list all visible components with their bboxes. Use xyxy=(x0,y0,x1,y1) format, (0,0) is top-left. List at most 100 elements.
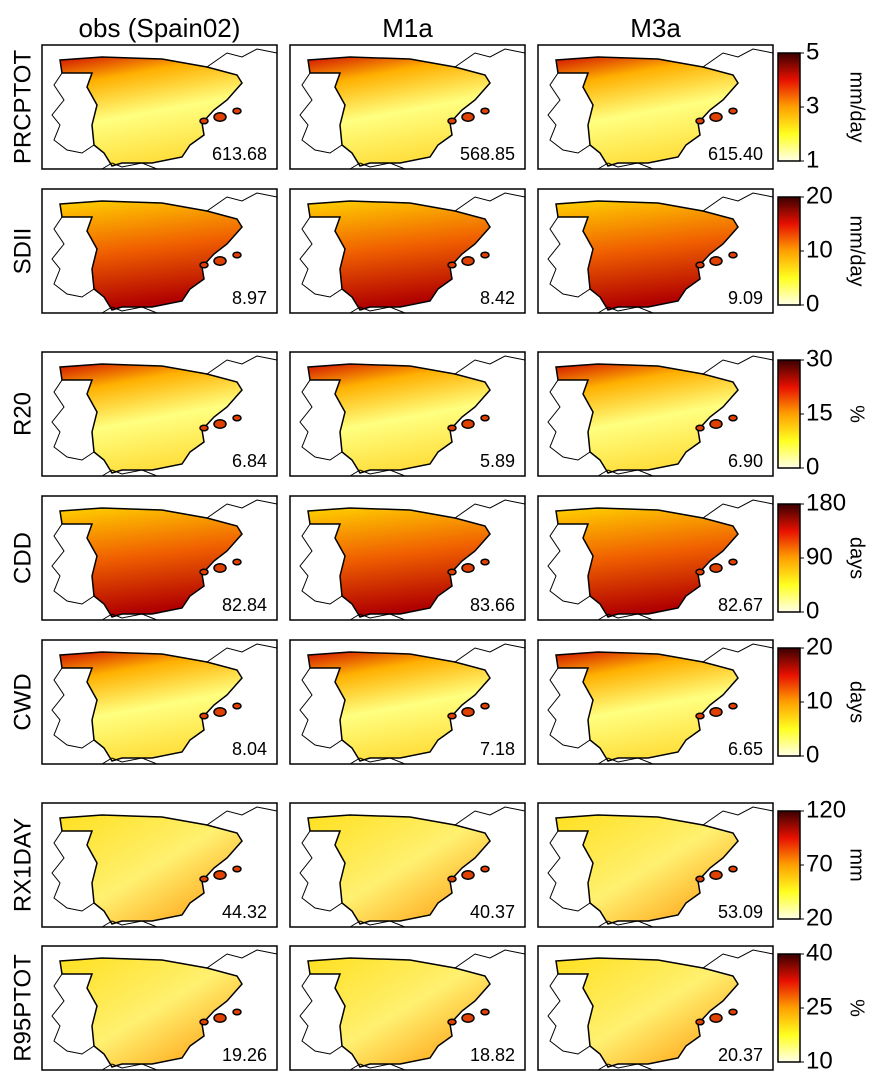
iberia xyxy=(307,507,491,618)
island xyxy=(213,419,227,429)
island xyxy=(695,424,705,432)
map-panel: 8.97 xyxy=(41,188,278,314)
island xyxy=(447,261,457,269)
mean-value: 44.32 xyxy=(222,902,267,922)
island xyxy=(709,707,723,717)
island xyxy=(480,1008,490,1016)
colorbar-tick-label: 0 xyxy=(806,453,819,480)
island xyxy=(480,414,490,422)
france-coast xyxy=(454,48,526,68)
france-coast xyxy=(454,192,526,212)
iberia xyxy=(59,200,243,311)
map-panel: 19.26 xyxy=(41,945,278,1071)
map-panel: 568.85 xyxy=(289,44,526,170)
portugal-border xyxy=(51,72,95,154)
portugal-border xyxy=(547,72,591,154)
mean-value: 53.09 xyxy=(718,902,763,922)
colorbar xyxy=(777,953,801,1063)
island xyxy=(480,251,490,259)
island xyxy=(213,563,227,573)
colorbar-tick-label: 1 xyxy=(806,146,819,173)
colorbar-unit: % xyxy=(846,405,868,423)
africa-coast xyxy=(597,920,654,928)
portugal-border xyxy=(51,523,95,605)
portugal-border xyxy=(51,830,95,912)
iberia xyxy=(555,814,739,925)
island xyxy=(461,419,475,429)
island xyxy=(461,112,475,122)
island xyxy=(232,558,242,566)
africa-coast xyxy=(101,469,158,477)
island xyxy=(213,256,227,266)
colorbar-tick-label: 120 xyxy=(806,796,846,823)
row-label: CWD xyxy=(9,673,36,730)
island xyxy=(709,563,723,573)
island xyxy=(232,107,242,115)
portugal-border xyxy=(299,523,343,605)
france-coast xyxy=(702,643,774,663)
iberia xyxy=(307,200,491,311)
mean-value: 83.66 xyxy=(470,595,515,615)
portugal-border xyxy=(547,523,591,605)
colorbar xyxy=(777,196,801,306)
colorbar-tick-label: 30 xyxy=(806,345,833,372)
portugal-border xyxy=(299,216,343,298)
france-coast xyxy=(206,355,278,375)
island xyxy=(213,707,227,717)
island xyxy=(461,1013,475,1023)
island xyxy=(447,712,457,720)
portugal-border xyxy=(51,379,95,461)
island xyxy=(461,870,475,880)
portugal-border xyxy=(299,973,343,1055)
colorbar-tick-label: 20 xyxy=(806,182,833,209)
colorbar-tick-label: 70 xyxy=(806,850,833,877)
map-panel: 18.82 xyxy=(289,945,526,1071)
africa-coast xyxy=(101,757,158,765)
island xyxy=(199,712,209,720)
portugal-border xyxy=(299,379,343,461)
mean-value: 8.04 xyxy=(232,739,267,759)
portugal-border xyxy=(547,830,591,912)
map-panel: 8.04 xyxy=(41,639,278,765)
portugal-border xyxy=(547,973,591,1055)
france-coast xyxy=(206,192,278,212)
africa-coast xyxy=(597,162,654,170)
island xyxy=(728,702,738,710)
colorbar xyxy=(777,503,801,613)
mean-value: 6.65 xyxy=(728,739,763,759)
island xyxy=(213,870,227,880)
column-title: obs (Spain02) xyxy=(79,13,241,43)
row-label: RX1DAY xyxy=(9,818,36,912)
colorbar-unit: mm xyxy=(846,848,868,881)
france-coast xyxy=(206,949,278,969)
island xyxy=(232,865,242,873)
map-panel: 83.66 xyxy=(289,495,526,621)
map-panel: 6.84 xyxy=(41,351,278,477)
portugal-border xyxy=(299,72,343,154)
france-coast xyxy=(702,499,774,519)
island xyxy=(695,712,705,720)
africa-coast xyxy=(349,469,406,477)
island xyxy=(709,1013,723,1023)
portugal-border xyxy=(51,973,95,1055)
map-panel: 613.68 xyxy=(41,44,278,170)
colorbar-tick-label: 20 xyxy=(806,633,833,660)
map-panel: 615.40 xyxy=(537,44,774,170)
island xyxy=(213,1013,227,1023)
colorbar-tick-label: 10 xyxy=(806,1047,833,1072)
island xyxy=(480,702,490,710)
colorbar-tick-label: 3 xyxy=(806,92,819,119)
island xyxy=(461,707,475,717)
portugal-border xyxy=(51,667,95,749)
island xyxy=(199,261,209,269)
colorbar-tick-label: 90 xyxy=(806,543,833,570)
iberia xyxy=(307,957,491,1068)
island xyxy=(709,870,723,880)
mean-value: 20.37 xyxy=(718,1045,763,1065)
france-coast xyxy=(206,499,278,519)
mean-value: 613.68 xyxy=(212,144,267,164)
mean-value: 82.67 xyxy=(718,595,763,615)
colorbar-tick-label: 0 xyxy=(806,741,819,768)
mean-value: 18.82 xyxy=(470,1045,515,1065)
